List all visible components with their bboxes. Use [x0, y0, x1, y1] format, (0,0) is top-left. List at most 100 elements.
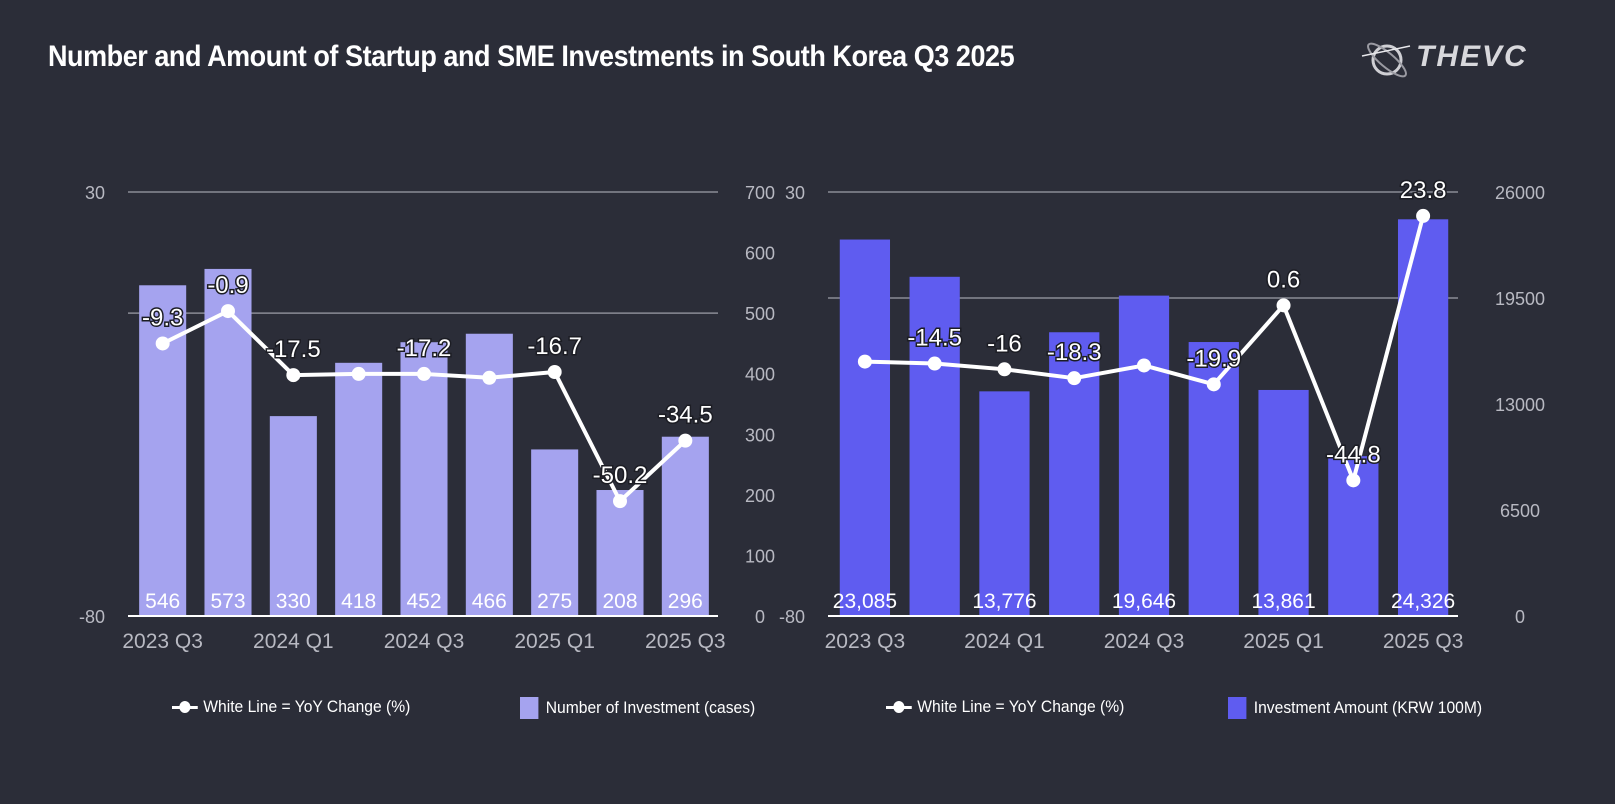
- yoy-point: [286, 368, 301, 383]
- yoy-point: [927, 356, 942, 371]
- yoy-label: -19.9: [1186, 345, 1241, 372]
- x-tick-label: 2023 Q3: [122, 630, 203, 653]
- legend-right-line: White Line = YoY Change (%): [886, 697, 1124, 717]
- right-axis-tick: 13000: [1495, 395, 1545, 415]
- right-axis-tick: 300: [745, 425, 775, 445]
- bar-value-label: 208: [602, 590, 637, 613]
- yoy-point: [1067, 371, 1082, 386]
- yoy-point: [1206, 377, 1221, 392]
- x-tick-label: 2024 Q3: [384, 630, 465, 653]
- bar: [269, 416, 317, 616]
- right-axis-tick: 26000: [1495, 183, 1545, 203]
- bar-value-label: 330: [276, 590, 311, 613]
- yoy-label: -50.2: [593, 462, 648, 489]
- bar-value-label: 546: [145, 590, 180, 613]
- right-axis-tick: 100: [745, 546, 775, 566]
- yoy-label: -9.3: [142, 304, 183, 331]
- right-axis-tick: 0: [755, 607, 765, 627]
- right-axis-tick: 200: [745, 486, 775, 506]
- orbit-logo-icon: [1361, 42, 1411, 78]
- yoy-label: 0.6: [1267, 266, 1300, 293]
- yoy-point: [155, 336, 170, 351]
- bar-value-label: 19,646: [1112, 590, 1176, 613]
- bar: [531, 449, 579, 616]
- right-axis-tick: 700: [745, 183, 775, 203]
- x-tick-label: 2025 Q3: [645, 630, 726, 653]
- yoy-point: [417, 366, 431, 381]
- bar-value-label: 452: [406, 590, 441, 613]
- yoy-label: -18.3: [1047, 339, 1102, 366]
- bar: [335, 362, 383, 616]
- right-axis-tick: 500: [745, 304, 775, 324]
- line-legend-icon: [172, 701, 198, 713]
- bar-legend-swatch: [1228, 697, 1247, 719]
- yoy-point: [351, 366, 366, 381]
- bar-value-label: 573: [210, 590, 245, 613]
- bar: [979, 391, 1030, 616]
- thevc-logo: THEVC: [1360, 36, 1570, 84]
- legend-left-bar-label: Number of Investment (cases): [545, 698, 756, 717]
- right-axis-tick: 6500: [1500, 501, 1540, 521]
- chart-title: Number and Amount of Startup and SME Inv…: [48, 40, 1015, 73]
- bar: [1258, 389, 1309, 616]
- yoy-label: -17.5: [266, 336, 321, 363]
- bar-value-label: 24,326: [1391, 590, 1455, 613]
- x-tick-label: 2024 Q1: [253, 630, 334, 653]
- bar-value-label: 296: [668, 590, 703, 613]
- yoy-label: -0.9: [207, 272, 248, 299]
- yoy-point: [547, 365, 562, 380]
- yoy-point: [1137, 358, 1151, 373]
- yoy-label: -16: [987, 330, 1022, 357]
- bar-value-label: 13,776: [972, 590, 1036, 613]
- legend-right-line-label: White Line = YoY Change (%): [917, 697, 1125, 716]
- legend-left-bar: Number of Investment (cases): [520, 697, 755, 719]
- x-tick-label: 2025 Q1: [514, 630, 595, 653]
- yoy-label: -14.5: [907, 325, 962, 352]
- bar: [596, 490, 644, 616]
- left-axis-tick: 30: [85, 183, 105, 203]
- yoy-label: 23.8: [1400, 177, 1447, 204]
- bar-value-label: 466: [472, 590, 507, 613]
- bar-value-label: 13,861: [1251, 590, 1315, 613]
- yoy-label: -44.8: [1326, 441, 1381, 468]
- yoy-point: [678, 433, 693, 448]
- left-axis-tick: -80: [79, 607, 105, 627]
- yoy-point: [1276, 298, 1291, 313]
- right-axis-tick: 19500: [1495, 289, 1545, 309]
- bar: [661, 436, 709, 616]
- legend-left-line-label: White Line = YoY Change (%): [203, 697, 411, 716]
- bar: [400, 342, 448, 616]
- bar-value-label: 418: [341, 590, 376, 613]
- legend-left-line: White Line = YoY Change (%): [172, 697, 410, 717]
- bar-value-label: 23,085: [833, 590, 897, 613]
- yoy-point: [1346, 473, 1361, 488]
- yoy-label: -16.7: [527, 333, 582, 360]
- x-tick-label: 2025 Q3: [1383, 630, 1464, 653]
- bar-value-label: 275: [537, 590, 572, 613]
- bar: [909, 276, 960, 616]
- yoy-label: -17.2: [397, 335, 452, 362]
- x-tick-label: 2025 Q1: [1243, 630, 1324, 653]
- yoy-point: [997, 362, 1012, 377]
- right-axis-tick: 0: [1515, 607, 1525, 627]
- right-axis-tick: 400: [745, 365, 775, 385]
- logo-text: THEVC: [1416, 40, 1528, 73]
- yoy-point: [221, 304, 235, 319]
- line-legend-icon: [886, 701, 912, 713]
- bar: [839, 239, 891, 616]
- x-tick-label: 2024 Q3: [1104, 630, 1185, 653]
- yoy-point: [482, 370, 497, 385]
- left-axis-tick: -80: [779, 607, 805, 627]
- legend-right-bar: Investment Amount (KRW 100M): [1228, 697, 1482, 719]
- yoy-point: [1416, 208, 1431, 223]
- right-axis-tick: 600: [745, 244, 775, 264]
- yoy-label: -34.5: [658, 402, 713, 429]
- x-tick-label: 2024 Q1: [964, 630, 1045, 653]
- left-axis-tick: 30: [785, 183, 805, 203]
- bar: [1118, 295, 1170, 616]
- yoy-point: [857, 354, 872, 369]
- yoy-point: [613, 494, 627, 509]
- bar-legend-swatch: [520, 697, 539, 719]
- legend-right-bar-label: Investment Amount (KRW 100M): [1253, 698, 1483, 717]
